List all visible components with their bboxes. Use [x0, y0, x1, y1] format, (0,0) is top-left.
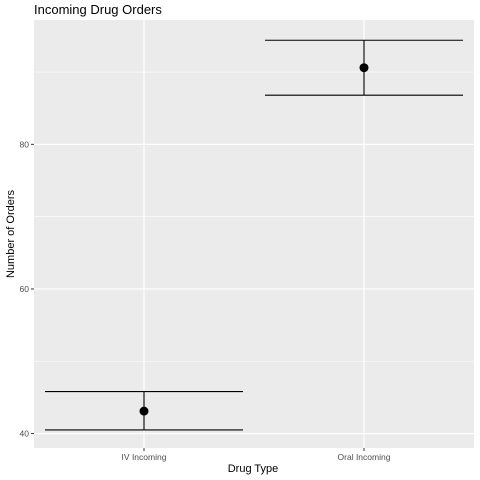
y-tick-label: 60: [20, 284, 30, 294]
chart-title: Incoming Drug Orders: [34, 2, 162, 17]
y-tick-label: 40: [20, 429, 30, 439]
x-tick-label: Oral Incoming: [338, 452, 391, 462]
y-axis-title: Number of Orders: [5, 189, 17, 278]
data-point: [360, 63, 369, 72]
plot-panel: [34, 20, 474, 448]
y-tick-label: 80: [20, 139, 30, 149]
x-tick-label: IV Incoming: [122, 452, 167, 462]
x-axis-title: Drug Type: [228, 463, 279, 475]
data-point: [140, 407, 149, 416]
